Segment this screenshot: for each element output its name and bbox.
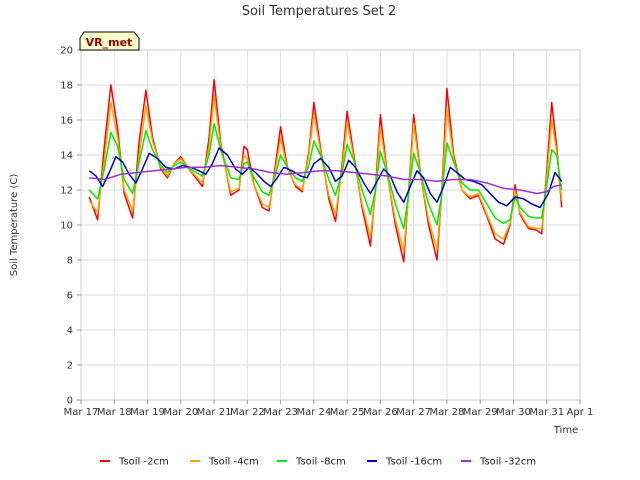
legend-label: Tsoil -16cm <box>385 457 442 468</box>
series-lines <box>88 79 563 263</box>
y-tick-label: 12 <box>60 186 73 197</box>
y-tick-label: 0 <box>67 396 73 407</box>
x-tick-label: Mar 21 <box>197 407 232 418</box>
x-tick-label: Mar 19 <box>130 407 165 418</box>
y-tick-label: 4 <box>67 326 73 337</box>
legend: Tsoil -2cm Tsoil -4cm Tsoil -8cm Tsoil -16c… <box>100 457 536 468</box>
x-tick-label: Mar 26 <box>363 407 398 418</box>
legend-label: Tsoil -2cm <box>118 457 169 468</box>
x-tick-label: Mar 29 <box>463 407 498 418</box>
x-tick-label: Apr 1 <box>567 407 594 418</box>
y-axis-ticks: 0 2 4 6 8 10 12 14 16 18 20 <box>60 46 81 407</box>
legend-label: Tsoil -8cm <box>295 457 346 468</box>
y-tick-label: 14 <box>60 151 73 162</box>
y-axis-label: Soil Temperature (C) <box>9 174 20 277</box>
y-tick-label: 2 <box>67 361 73 372</box>
x-axis-label: Time <box>553 425 578 436</box>
series-line-tsoil-16cm <box>88 147 563 209</box>
legend-label: Tsoil -4cm <box>208 457 259 468</box>
x-tick-label: Mar 28 <box>430 407 465 418</box>
y-tick-label: 6 <box>67 291 73 302</box>
y-tick-label: 20 <box>60 46 73 57</box>
station-badge-box <box>79 31 140 51</box>
legend-label: Tsoil -32cm <box>479 457 536 468</box>
y-tick-label: 18 <box>60 81 73 92</box>
station-badge: VR_met <box>79 31 140 51</box>
x-tick-label: Mar 20 <box>163 407 198 418</box>
y-tick-label: 10 <box>60 221 73 232</box>
x-tick-label: Mar 24 <box>296 407 331 418</box>
x-tick-label: Mar 23 <box>263 407 298 418</box>
x-tick-label: Mar 22 <box>230 407 265 418</box>
y-tick-label: 16 <box>60 116 73 127</box>
station-label: VR_met <box>86 36 133 49</box>
series-line-tsoil-32cm <box>89 164 562 195</box>
x-tick-label: Mar 30 <box>496 407 531 418</box>
x-tick-label: Mar 25 <box>330 407 365 418</box>
y-tick-label: 8 <box>67 256 73 267</box>
x-tick-label: Mar 31 <box>529 407 564 418</box>
x-tick-label: Mar 27 <box>396 407 431 418</box>
x-tick-label: Mar 18 <box>97 407 132 418</box>
x-tick-label: Mar 17 <box>64 407 99 418</box>
chart-title: Soil Temperatures Set 2 <box>242 4 397 19</box>
